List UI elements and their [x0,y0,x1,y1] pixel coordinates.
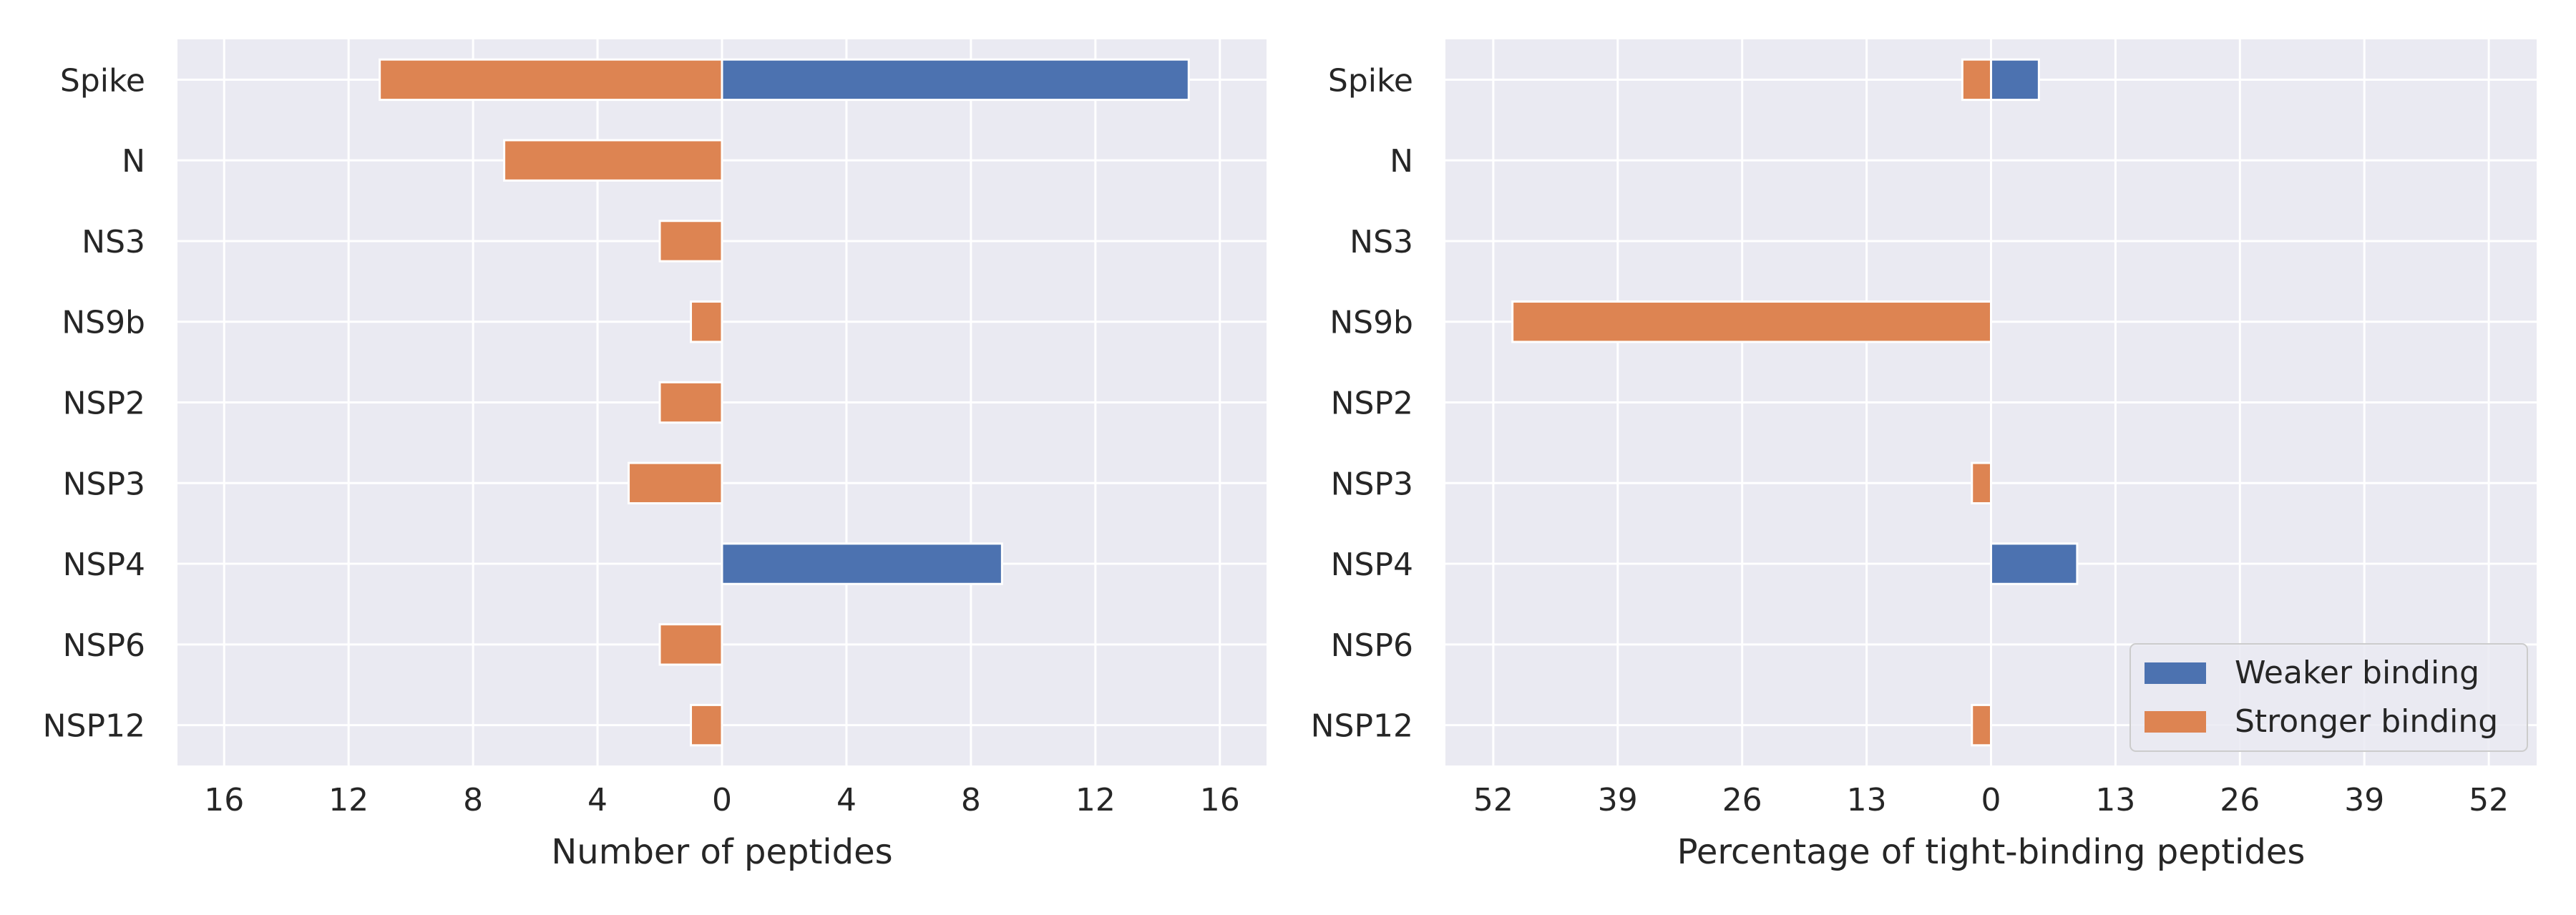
panel-1-category-label: NSP4 [63,547,145,583]
panel-2-x-axis-label: Percentage of tight-binding peptides [1677,832,2306,872]
panel-2-bar-stronger [1511,300,1992,343]
panel-1-x-axis-label: Number of peptides [551,832,892,872]
legend-label-stronger: Stronger binding [2235,703,2498,740]
panel-2-category-label: NS3 [1350,224,1413,260]
panel-1-bar-weaker [721,542,1003,585]
panel-1-bar-stronger [658,381,723,424]
panel-2-x-tick-label: 52 [2469,782,2509,818]
panel-1-category-label: NS3 [82,224,145,260]
legend-label-weaker: Weaker binding [2235,655,2479,691]
panel-2-x-tick-label: 26 [1722,782,1762,818]
panel-1-category-label: NSP2 [63,386,145,422]
panel-2-x-tick-label: 13 [2095,782,2135,818]
panel-1-category-label: NSP12 [43,708,145,745]
panel-1-category-label: Spike [60,62,145,99]
panel-1-x-tick-label: 12 [1075,782,1116,818]
panel-2-bar-weaker [1990,58,2040,102]
panel-2-x-tick-label: 52 [1473,782,1513,818]
legend-swatch-stronger [2145,711,2206,733]
panel-1-bar-stronger [379,58,723,102]
panel-2-category-label: NSP2 [1331,386,1413,422]
panel-1-bar-weaker [721,58,1190,102]
panel-1-category-label: NSP6 [63,627,145,664]
panel-1-bar-stronger [658,220,723,263]
panel-2-category-label: NSP3 [1331,466,1413,502]
panel-1-x-tick-label: 4 [836,782,857,818]
panel-1-x-tick-label: 8 [961,782,981,818]
panel-2-x-tick-label: 0 [1981,782,2001,818]
panel-2-category-label: Spike [1328,62,1413,99]
panel-2-x-tick-label: 13 [1847,782,1887,818]
legend-swatch-weaker [2145,662,2206,684]
panel-1-x-tick-label: 12 [328,782,369,818]
panel-1-category-label: NS9b [62,305,145,341]
panel-1-bar-stronger [503,139,723,182]
panel-1-x-tick-label: 4 [587,782,608,818]
panel-2-x-tick-label: 39 [1598,782,1638,818]
panel-1-bar-stronger [690,703,723,747]
panel-1-bar-stronger [658,623,723,666]
panel-2-bar-stronger [1971,461,1992,504]
legend-box [2129,643,2528,752]
panel-1-x-tick-label: 8 [463,782,483,818]
panel-2-bar-stronger [1961,58,1992,102]
panel-2-x-tick-label: 39 [2344,782,2384,818]
panel-2-bar-weaker [1990,542,2079,585]
panel-2-category-label: NS9b [1330,305,1413,341]
panel-1-bar-stronger [690,300,723,343]
panel-1-category-label: NSP3 [63,466,145,502]
panel-1-x-tick-label: 16 [1200,782,1240,818]
panel-2-category-label: NSP4 [1331,547,1413,583]
panel-2-bar-stronger [1971,703,1992,747]
panel-1-x-tick-label: 16 [204,782,244,818]
panel-2-x-tick-label: 26 [2220,782,2260,818]
panel-1-bar-stronger [628,461,723,504]
panel-1-category-label: N [122,143,145,180]
panel-2-category-label: NSP6 [1331,627,1413,664]
panel-2-category-label: N [1390,143,1413,180]
panel-2-category-label: NSP12 [1311,708,1413,745]
panel-1-x-tick-label: 0 [712,782,732,818]
